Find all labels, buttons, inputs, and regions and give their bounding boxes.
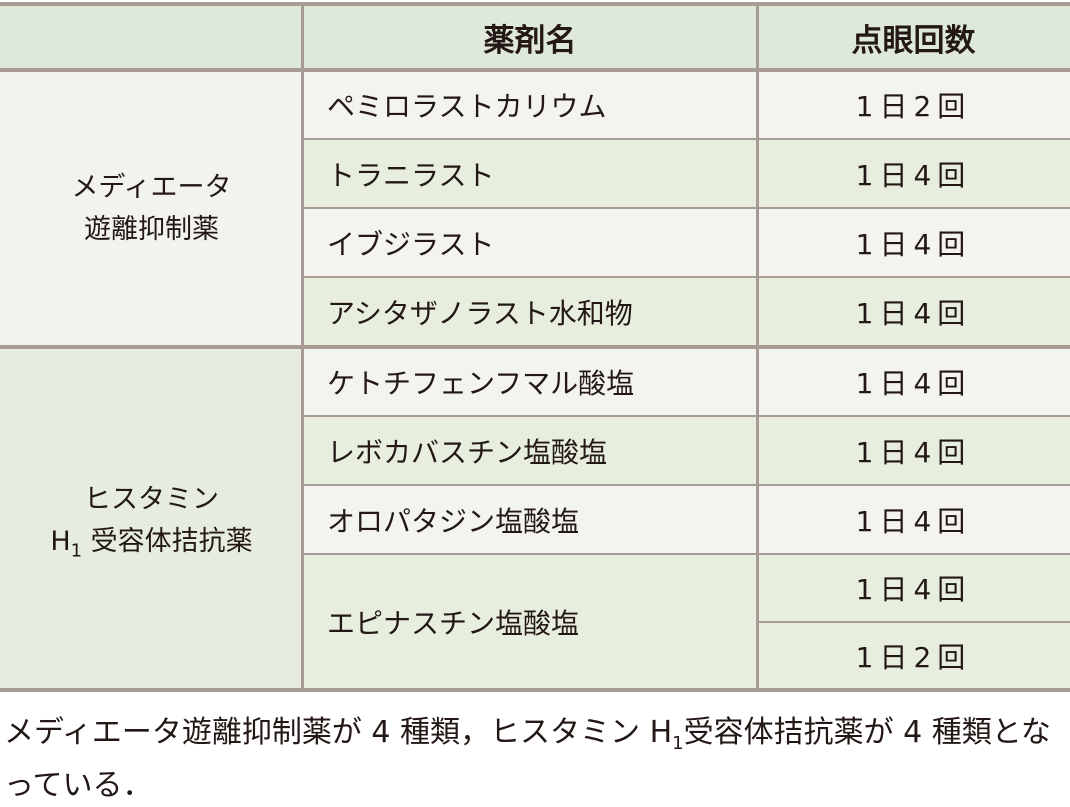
group-mediator: メディエータ 遊離抑制薬 [0, 70, 303, 347]
frequency-cell: 1日4回 [757, 139, 1070, 208]
frequency-cell: 1日2回 [757, 622, 1070, 690]
frequency-cell: 1日4回 [757, 277, 1070, 347]
subscript: 1 [70, 540, 83, 562]
group-label: 受容体拮抗薬 [90, 526, 253, 557]
frequency-cell: 1日4回 [757, 208, 1070, 277]
frequency-cell: 1日4回 [757, 485, 1070, 554]
header-blank [0, 5, 303, 70]
drug-name-cell: イブジラスト [303, 208, 757, 277]
group-label: 遊離抑制薬 [84, 213, 219, 245]
drug-name-cell: ペミロラストカリウム [303, 70, 757, 139]
drug-name-cell: ケトチフェンフマル酸塩 [303, 347, 757, 416]
drug-name-cell: エピナスチン塩酸塩 [303, 554, 757, 690]
group-label: メディエータ [71, 171, 232, 203]
caption: メディエータ遊離抑制薬が 4 種類，ヒスタミン H1受容体拮抗薬が 4 種類とな… [4, 712, 1070, 807]
drug-name-cell: トラニラスト [303, 139, 757, 208]
drug-name-cell: オロパタジン塩酸塩 [303, 485, 757, 554]
group-label: H [50, 526, 71, 557]
frequency-cell: 1日4回 [757, 347, 1070, 416]
frequency-cell: 1日2回 [757, 70, 1070, 139]
caption-text: 受容体拮抗薬が 4 種類となっている． [4, 715, 1051, 803]
frequency-cell: 1日4回 [757, 554, 1070, 622]
group-label: ヒスタミン [83, 484, 219, 515]
drug-name-cell: アシタザノラスト水和物 [303, 277, 757, 347]
frequency-cell: 1日4回 [757, 416, 1070, 485]
header-frequency: 点眼回数 [757, 5, 1070, 70]
caption-text: メディエータ遊離抑制薬が 4 種類，ヒスタミン H [4, 715, 673, 750]
drug-name-cell: レボカバスチン塩酸塩 [303, 416, 757, 485]
group-h1: ヒスタミン H1 受容体拮抗薬 [0, 347, 303, 690]
header-drug-name: 薬剤名 [303, 5, 757, 70]
subscript: 1 [672, 733, 684, 754]
